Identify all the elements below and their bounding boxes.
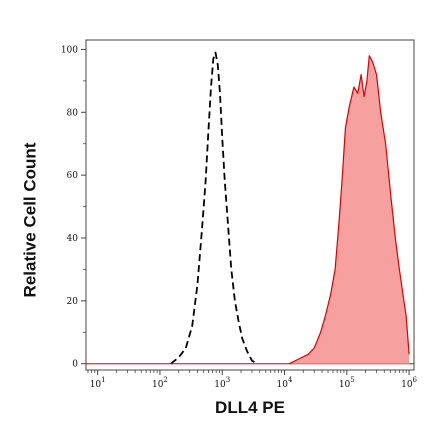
x-axis-label: DLL4 PE: [215, 398, 285, 417]
plot-frame: [85, 39, 415, 371]
y-tick-label: 80: [67, 108, 79, 118]
x-tick-label: 104: [277, 376, 293, 390]
x-axis: 101 102 103 104 105 106: [87, 370, 418, 390]
y-axis-label-box: Relative Cell Count: [8, 80, 52, 360]
y-tick-label: 60: [67, 171, 79, 181]
y-tick-label: 0: [72, 360, 78, 370]
x-tick-label: 101: [90, 376, 106, 390]
y-tick-label: 40: [67, 234, 79, 244]
x-tick-label: 106: [401, 376, 417, 390]
x-tick-label: 105: [339, 376, 355, 390]
y-tick-label: 100: [61, 45, 78, 55]
x-tick-label: 103: [214, 376, 230, 390]
y-axis: 0 20 40 60 80 100: [61, 45, 86, 370]
series-layer: [86, 51, 414, 365]
series-0-line: [170, 51, 258, 365]
x-tick-label: 102: [152, 376, 168, 390]
y-axis-label: Relative Cell Count: [20, 142, 40, 298]
series-1-line: [289, 55, 410, 365]
series-1-area: [289, 55, 410, 364]
y-tick-label: 20: [67, 297, 79, 307]
